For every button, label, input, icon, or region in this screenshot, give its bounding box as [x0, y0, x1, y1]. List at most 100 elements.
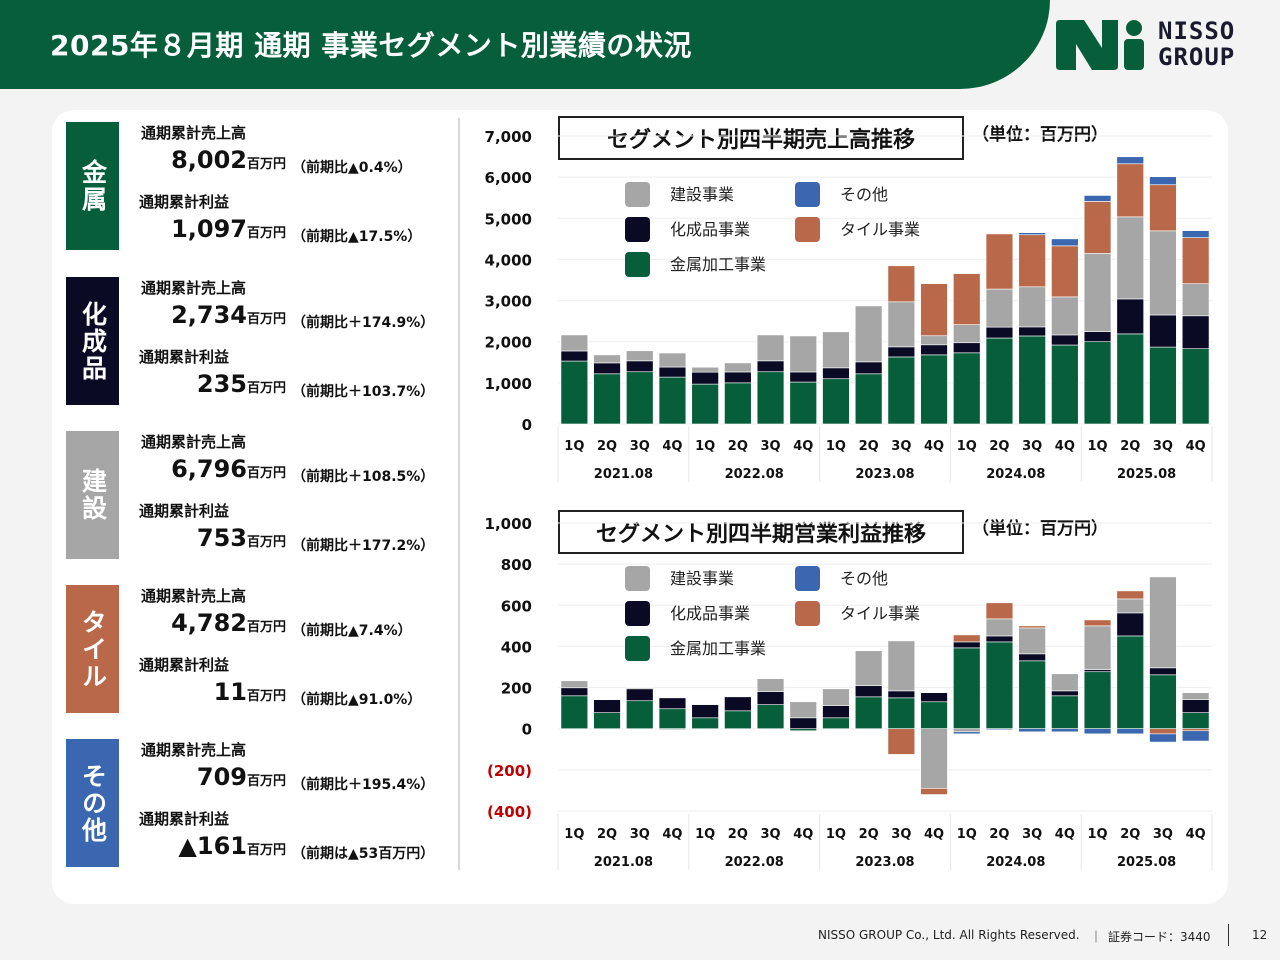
profit-number: ▲161: [178, 832, 247, 860]
profit-unit: 百万円: [246, 843, 286, 858]
sales-unit: 百万円: [246, 312, 286, 327]
bar-segment-chemical: [1116, 298, 1144, 335]
bar-segment-metal: [854, 373, 883, 425]
bar-segment-metal: [724, 710, 752, 730]
x-tick-label: 1Q: [564, 827, 584, 842]
bar-segment-chemical: [593, 699, 621, 713]
x-tick-label: 1Q: [826, 439, 846, 454]
bar-segment-chemical: [985, 326, 1014, 339]
sales-label: 通期累計売上高: [141, 587, 247, 605]
legend-label: タイル事業: [840, 220, 920, 239]
bar-segment-chemical: [789, 371, 817, 383]
sales-value: 6,796百万円: [136, 455, 286, 483]
segment-tag: 金属: [66, 122, 119, 250]
y-tick-label: 7,000: [485, 128, 532, 146]
bar-segment-metal: [920, 354, 948, 425]
bar-segment-metal: [724, 382, 752, 425]
bar-segment-construction: [822, 331, 850, 369]
bar-segment-chemical: [822, 367, 850, 380]
logo-wordmark: NISSO GROUP: [1158, 18, 1235, 70]
bar-segment-tile: [953, 273, 981, 325]
bar-segment-metal: [1051, 344, 1079, 425]
bar-segment-chemical: [953, 342, 981, 354]
bar-segment-other: [1083, 195, 1112, 202]
bar-segment-tile: [1181, 237, 1210, 285]
profit-value: 753百万円: [136, 524, 286, 552]
bar-segment-metal: [1116, 333, 1144, 425]
bar-segment-construction: [1181, 692, 1210, 701]
bar-segment-other: [1083, 728, 1112, 735]
bar-segment-other: [985, 728, 1014, 731]
x-tick-label: 2Q: [859, 439, 879, 454]
sales-change: （前期比＋174.9%）: [292, 315, 435, 331]
bar-segment-metal: [887, 356, 916, 425]
legend-swatch: [625, 636, 650, 661]
segment-name: 化成品: [78, 300, 108, 382]
profit-number: 1,097: [171, 215, 247, 243]
bar-segment-chemical: [887, 690, 916, 699]
x-tick-label: 3Q: [1153, 827, 1173, 842]
bar-segment-construction: [756, 334, 785, 362]
y-tick-label: 0: [522, 721, 532, 739]
sales-label: 通期累計売上高: [141, 433, 247, 451]
x-tick-label: 3Q: [1153, 439, 1173, 454]
bar-segment-construction: [1083, 625, 1112, 670]
x-group-label: 2023.08: [855, 855, 914, 870]
x-group-label: 2021.08: [594, 467, 653, 482]
bar-segment-tile: [887, 728, 916, 755]
segment-card: その他 通期累計売上高 709百万円 （前期比＋195.4%） 通期累計利益 ▲161百万…: [66, 739, 446, 867]
bar-segment-metal: [756, 371, 785, 425]
bar-segment-chemical: [789, 717, 817, 730]
profit-change: （前期比＋103.7%）: [292, 384, 435, 400]
x-group-label: 2022.08: [725, 855, 784, 870]
bar-segment-chemical: [1116, 612, 1144, 637]
segment-card: 金属 通期累計売上高 8,002百万円 （前期比▲0.4%） 通期累計利益 1,097百万…: [66, 122, 446, 250]
bar-segment-other: [1051, 728, 1079, 733]
bar-segment-construction: [626, 687, 654, 690]
bar-segment-chemical: [1051, 334, 1079, 346]
bar-segment-metal: [953, 647, 981, 730]
bar-segment-construction: [953, 324, 981, 344]
y-tick-label: (200): [487, 762, 532, 780]
bar-segment-tile: [1116, 163, 1144, 218]
bar-segment-metal: [822, 717, 850, 730]
profit-change: （前期比▲91.0%）: [292, 692, 422, 708]
page-number: 12: [1252, 928, 1268, 942]
x-tick-label: 1Q: [695, 439, 715, 454]
bar-segment-other: [1018, 232, 1046, 236]
footer-stock-code: 証券コード：3440: [1108, 930, 1211, 944]
y-tick-label: 2,000: [485, 334, 532, 352]
bar-segment-metal: [658, 376, 687, 425]
footer-separator: ｜: [1090, 930, 1103, 944]
x-tick-label: 1Q: [957, 439, 977, 454]
x-tick-label: 3Q: [630, 827, 650, 842]
sales-chart-unit: （単位：百万円）: [972, 125, 1108, 145]
y-tick-label: 6,000: [485, 169, 532, 187]
bar-segment-chemical: [1018, 653, 1046, 662]
bar-segment-other: [953, 731, 981, 735]
legend-swatch: [795, 217, 820, 242]
bar-segment-metal: [560, 360, 589, 425]
bar-segment-metal: [789, 381, 817, 425]
segment-name: その他: [78, 762, 108, 844]
bar-segment-chemical: [560, 350, 589, 362]
x-tick-label: 2Q: [989, 827, 1009, 842]
y-tick-label: 600: [501, 597, 532, 615]
logo-line-1: NISSO: [1158, 17, 1236, 45]
x-tick-label: 2Q: [1120, 827, 1140, 842]
x-group-label: 2024.08: [986, 467, 1045, 482]
bar-segment-other: [1181, 730, 1210, 742]
x-tick-label: 4Q: [662, 439, 682, 454]
profit-change: （前期比＋177.2%）: [292, 538, 435, 554]
sales-label: 通期累計売上高: [141, 741, 247, 759]
x-tick-label: 2Q: [989, 439, 1009, 454]
bar-segment-chemical: [985, 635, 1014, 643]
bar-segment-tile: [1018, 625, 1046, 629]
x-tick-label: 2Q: [597, 827, 617, 842]
sales-unit: 百万円: [246, 774, 286, 789]
panel-divider: [458, 118, 460, 870]
bar-segment-chemical: [854, 685, 883, 698]
profit-label: 通期累計利益: [139, 502, 230, 520]
bar-segment-construction: [1051, 296, 1079, 336]
x-tick-label: 2Q: [597, 439, 617, 454]
